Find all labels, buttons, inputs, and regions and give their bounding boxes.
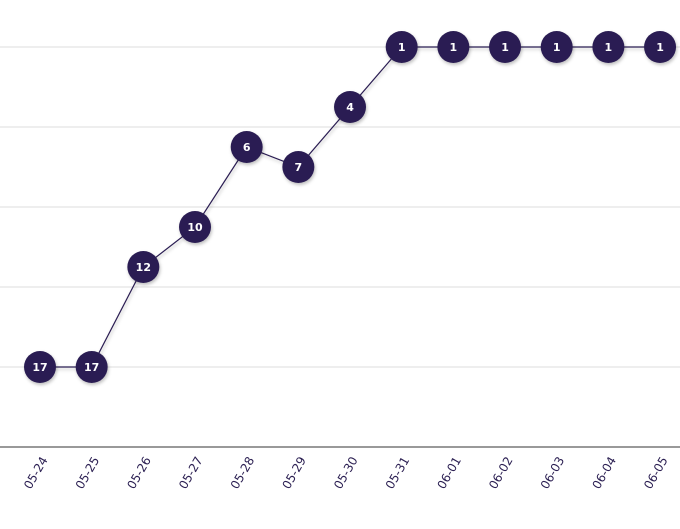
x-tick-label: 05-27 [176, 454, 206, 491]
point [644, 31, 677, 63]
point [127, 251, 160, 283]
point-label: 1 [450, 41, 458, 54]
x-tick-label: 05-31 [383, 454, 413, 491]
point [540, 31, 573, 63]
point-label: 1 [605, 41, 613, 54]
point-label: 1 [656, 41, 664, 54]
point [489, 31, 522, 63]
x-tick-label: 05-28 [228, 454, 258, 491]
point-label: 6 [243, 141, 251, 154]
point-label: 4 [346, 101, 354, 114]
point-label: 17 [32, 361, 47, 374]
x-tick-label: 05-26 [124, 454, 154, 491]
point [592, 31, 625, 63]
x-tick-label: 05-30 [331, 454, 361, 491]
point [385, 31, 418, 63]
x-tick-label: 06-05 [641, 454, 671, 491]
point [282, 151, 315, 183]
point [334, 91, 367, 123]
point [75, 351, 108, 383]
x-tick-label: 06-01 [434, 454, 464, 491]
x-tick-label: 06-02 [486, 454, 516, 491]
x-tick-label: 05-29 [279, 454, 309, 491]
point-label: 10 [187, 221, 203, 234]
point-label: 12 [136, 261, 151, 274]
x-tick-label: 05-25 [73, 454, 103, 491]
point-label: 17 [84, 361, 99, 374]
x-tick-label: 06-03 [538, 454, 568, 491]
point [437, 31, 470, 63]
point [24, 351, 56, 383]
point-label: 1 [501, 41, 509, 54]
point-label: 1 [553, 41, 561, 54]
x-tick-label: 06-04 [589, 454, 619, 491]
point-label: 1 [398, 41, 406, 54]
point [230, 131, 263, 163]
point-label: 7 [295, 161, 303, 174]
x-tick-label: 05-24 [21, 454, 51, 491]
point [179, 211, 212, 243]
